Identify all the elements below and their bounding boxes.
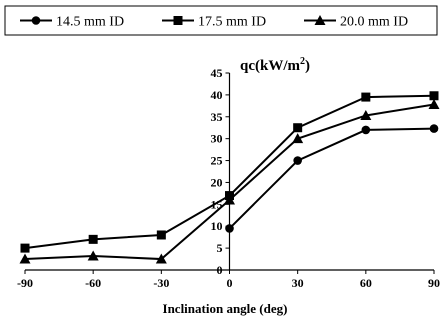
y-axis-title-superscript: 2 [300,56,305,67]
data-point-square [429,91,439,101]
x-tick-label: -30 [153,276,169,290]
x-axis-title: Inclination angle (deg) [163,301,288,316]
y-tick-label: 45 [211,66,223,80]
y-axis-title: qc(kW/m2) [240,56,310,74]
data-point-circle [361,125,371,135]
legend-marker-circle [31,16,41,25]
series-line [228,127,435,230]
y-tick-label: 5 [217,241,223,255]
data-point-triangle [155,253,167,264]
data-point-triangle [292,133,304,144]
x-tick-label: 30 [292,276,304,290]
x-tick-label: -90 [17,276,33,290]
y-tick-label: 20 [211,175,223,189]
legend-item: 17.5 mm ID [162,15,266,30]
data-point-square [20,243,30,253]
data-point-circle [225,224,234,233]
y-tick-label: 35 [211,110,223,124]
y-tick-label: 15 [211,197,223,211]
legend-marker-square [173,16,183,25]
data-point-square [293,123,303,133]
y-tick-label: 25 [211,154,223,168]
axes: -90 -60 -30 0 30 60 90 0 5 10 15 20 25 30 35 40 45 [17,66,440,290]
y-tick-label: 10 [211,219,223,233]
series-layer [19,91,440,264]
legend-label: 20.0 mm ID [340,15,408,30]
legend-item: 14.5 mm ID [20,15,124,30]
legend-box [4,5,438,36]
legend-label: 17.5 mm ID [198,15,266,30]
legend: 14.5 mm ID 17.5 mm ID 20.0 mm ID [4,5,438,36]
data-point-square [88,234,98,244]
y-tick-label: 30 [211,132,223,146]
legend-item: 20.0 mm ID [304,15,408,30]
data-point-triangle [428,99,440,110]
data-point-circle [293,156,302,165]
data-point-triangle [360,109,372,120]
legend-label: 14.5 mm ID [56,15,124,30]
data-point-triangle [87,250,99,261]
y-tick-label: 0 [217,263,223,277]
series-triangle [19,99,440,264]
legend-marker-triangle [314,15,326,25]
data-point-square [156,230,166,240]
y-tick-label: 40 [211,88,223,102]
x-tick-label: 60 [360,276,372,290]
x-tick-label: -60 [85,276,101,290]
x-tick-label: 90 [428,276,440,290]
data-point-triangle [19,253,31,264]
x-tick-label: 0 [227,276,233,290]
data-point-square [361,92,371,102]
data-point-triangle [224,194,235,205]
data-point-circle [429,124,439,133]
series-circle [225,124,439,233]
